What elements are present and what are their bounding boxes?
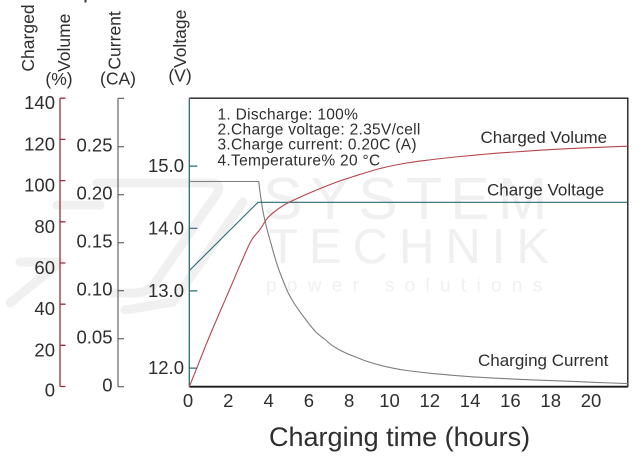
svg-text:20: 20 (581, 390, 602, 411)
svg-text:0.25: 0.25 (76, 134, 112, 155)
svg-text:13.0: 13.0 (148, 280, 184, 301)
svg-text:0: 0 (102, 374, 112, 395)
svg-text:Charged Volume: Charged Volume (481, 128, 608, 147)
svg-text:Current: Current (105, 11, 125, 69)
svg-text:20: 20 (34, 339, 55, 360)
svg-text:60: 60 (34, 257, 55, 278)
svg-text:Charging Current: Charging Current (478, 351, 609, 370)
svg-text:2.Charge voltage: 2.35V/cell: 2.Charge voltage: 2.35V/cell (218, 121, 421, 138)
svg-text:0.20: 0.20 (76, 182, 112, 203)
svg-text:10: 10 (379, 390, 400, 411)
svg-text:SYSTEM: SYSTEM (263, 166, 555, 232)
svg-text:power solutions: power solutions (266, 276, 553, 297)
svg-text:0: 0 (183, 390, 193, 411)
svg-text:12.0: 12.0 (148, 357, 184, 378)
svg-text:80: 80 (34, 216, 55, 237)
svg-text:Volume: Volume (54, 14, 74, 72)
svg-text:TECHNIK: TECHNIK (268, 220, 560, 274)
svg-text:12: 12 (420, 390, 441, 411)
svg-text:(%): (%) (45, 69, 72, 89)
svg-text:0.10: 0.10 (76, 278, 112, 299)
svg-text:18: 18 (540, 390, 561, 411)
svg-text:0: 0 (45, 380, 55, 401)
svg-text:0.05: 0.05 (76, 326, 112, 347)
svg-text:120: 120 (24, 133, 55, 154)
svg-text:(CA): (CA) (100, 69, 136, 89)
svg-text:(V): (V) (168, 66, 191, 86)
svg-text:4.Temperature% 20 °C: 4.Temperature% 20 °C (218, 152, 381, 169)
svg-text:4: 4 (263, 390, 273, 411)
svg-text:40: 40 (34, 298, 55, 319)
svg-text:2: 2 (223, 390, 233, 411)
svg-text:Charge Voltage: Charge Voltage (487, 181, 604, 200)
svg-text:16: 16 (500, 390, 521, 411)
svg-text:1. Discharge: 100%: 1. Discharge: 100% (218, 107, 359, 124)
svg-text:14.0: 14.0 (148, 217, 184, 238)
svg-text:140: 140 (24, 92, 55, 113)
svg-text:Charging time (hours): Charging time (hours) (269, 422, 530, 452)
svg-text:14: 14 (460, 390, 481, 411)
svg-text:15.0: 15.0 (148, 155, 184, 176)
svg-text:0.15: 0.15 (76, 230, 112, 251)
svg-text:Voltage: Voltage (170, 10, 190, 68)
svg-text:6: 6 (304, 390, 314, 411)
svg-text:Charged: Charged (18, 4, 38, 71)
svg-text:100: 100 (24, 175, 55, 196)
svg-text:8: 8 (344, 390, 354, 411)
svg-text:3.Charge current: 0.20C (A): 3.Charge current: 0.20C (A) (218, 136, 417, 153)
